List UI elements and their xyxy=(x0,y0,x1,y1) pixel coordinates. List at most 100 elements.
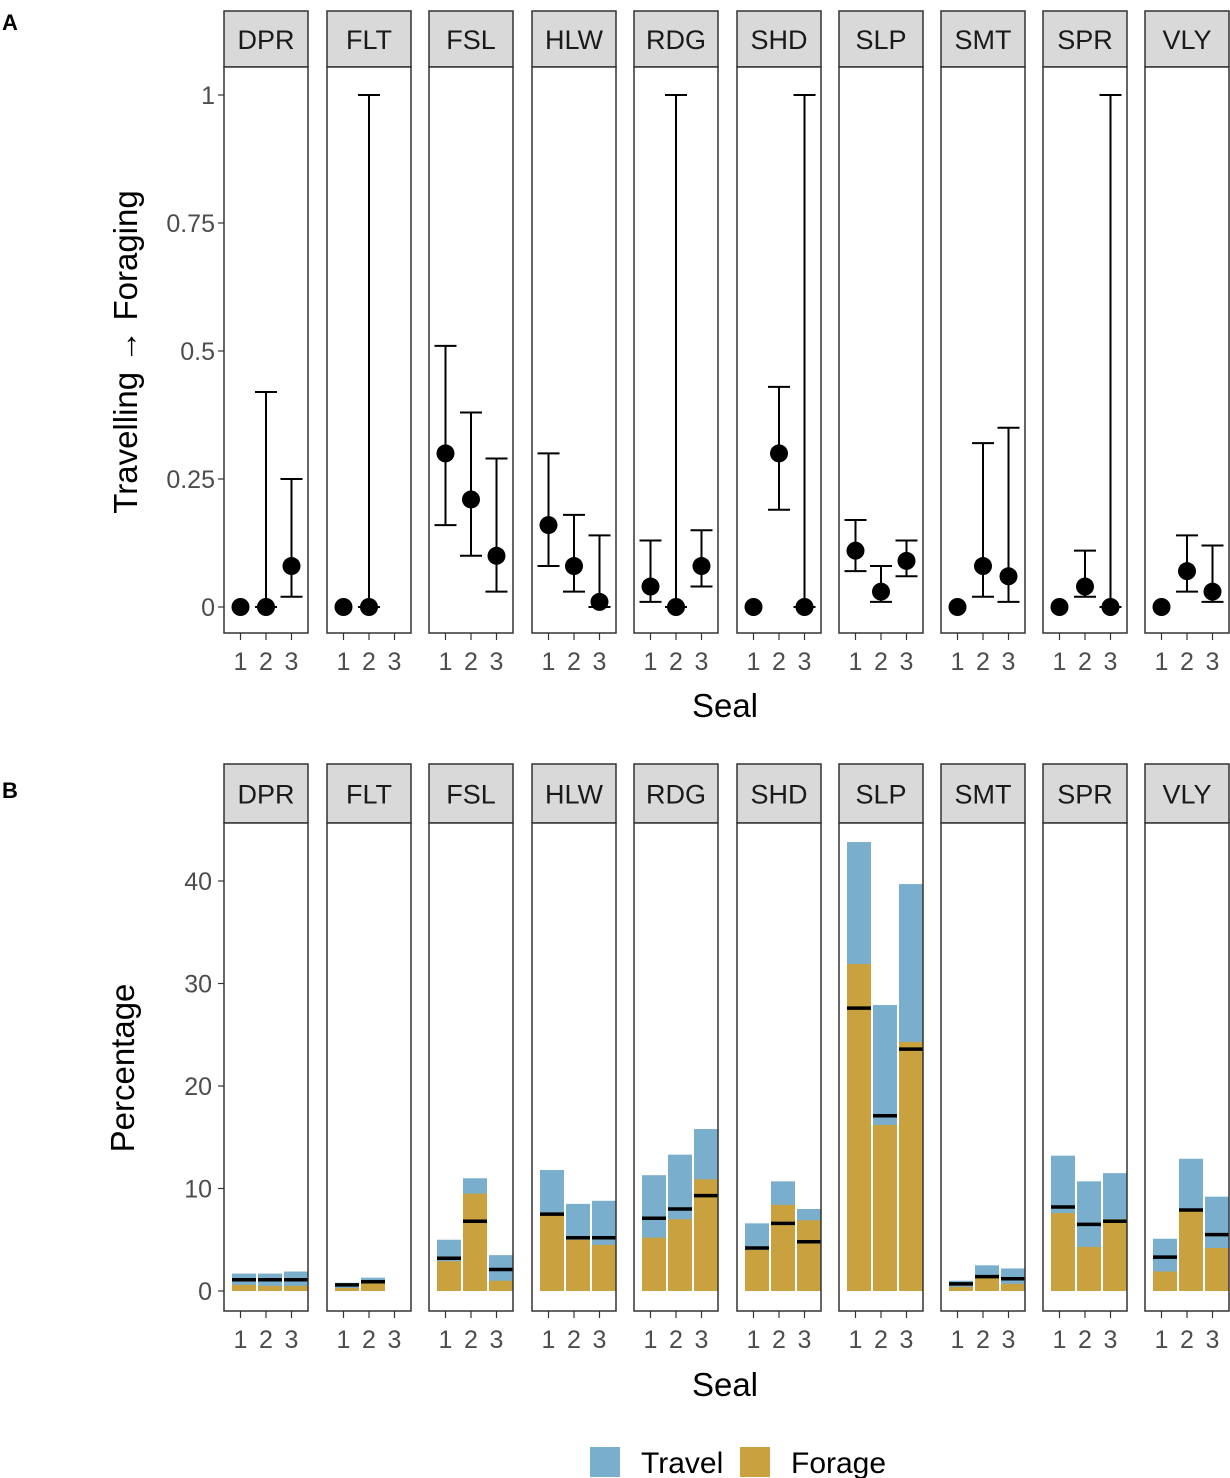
facet-hlw: HLW 1 2 3 xyxy=(531,10,617,676)
data-point xyxy=(590,592,609,611)
data-point xyxy=(1101,598,1120,616)
x-tick-label: 2 xyxy=(362,648,376,676)
facet-rdg: RDG 1 2 3 xyxy=(633,10,719,676)
x-tick-label: 2 xyxy=(259,648,273,676)
facet-vly: VLY 1 2 3 xyxy=(1144,10,1230,676)
panel-b-y-axis: 0 10 20 30 40 xyxy=(184,868,224,1306)
x-tick-label: 1 xyxy=(439,1326,453,1354)
facet-strip xyxy=(326,10,412,68)
bar-forage xyxy=(284,1285,308,1291)
x-tick-label: 1 xyxy=(542,648,556,676)
legend-swatch-travel xyxy=(590,1447,620,1477)
facet-marks xyxy=(948,426,1020,616)
bar-forage xyxy=(668,1219,692,1291)
x-tick-label: 3 xyxy=(388,1326,402,1354)
panel-b-y-axis-title: Percentage xyxy=(104,984,141,1153)
bar-forage xyxy=(949,1286,973,1291)
data-point xyxy=(897,551,916,570)
facet-strip-label: VLY xyxy=(1162,780,1211,810)
data-point xyxy=(872,582,890,601)
bar-forage xyxy=(797,1220,821,1291)
x-tick-label: 2 xyxy=(567,648,581,676)
facet-strip-label: SHD xyxy=(750,780,807,810)
bar-forage xyxy=(258,1285,282,1291)
facet-strip xyxy=(1042,10,1128,68)
facet-rdg: RDG 1 2 3 xyxy=(633,763,719,1354)
x-tick-label: 1 xyxy=(644,1326,658,1354)
data-point xyxy=(692,557,711,576)
data-point xyxy=(436,444,455,463)
x-tick-label: 2 xyxy=(772,1326,786,1354)
facet-flt: FLT 1 2 3 xyxy=(326,763,412,1354)
facet-strip-label: SHD xyxy=(750,25,807,55)
facet-plot-area xyxy=(327,823,411,1311)
x-tick-label: 3 xyxy=(1104,648,1118,676)
bar-forage xyxy=(899,1041,923,1291)
panel-a-x-axis-title: Seal xyxy=(692,687,758,724)
bar-forage xyxy=(335,1287,359,1291)
facet-strip-label: SLP xyxy=(855,25,906,55)
x-tick-label: 3 xyxy=(900,648,914,676)
bar-forage xyxy=(1001,1283,1025,1291)
x-tick-label: 3 xyxy=(593,648,607,676)
bar-forage xyxy=(771,1204,795,1291)
facet-plot-area xyxy=(1043,67,1127,633)
x-tick-label: 3 xyxy=(1002,648,1016,676)
facet-strip xyxy=(223,10,309,68)
data-point xyxy=(999,567,1018,586)
x-tick-label: 1 xyxy=(1155,648,1169,676)
facet-fsl: FSL 1 2 3 xyxy=(428,10,514,676)
bar-forage xyxy=(847,964,871,1291)
facet-dpr: DPR 1 2 3 xyxy=(223,10,309,676)
x-tick-label: 3 xyxy=(490,648,504,676)
data-point xyxy=(462,490,480,509)
facet-dpr: DPR 1 2 3 xyxy=(223,763,309,1354)
facet-plot-area xyxy=(941,823,1025,1311)
x-tick-label: 3 xyxy=(695,1326,709,1354)
panel-b-tag: B xyxy=(2,778,18,803)
panel-a-y-axis: 0 0.25 0.5 0.75 1 xyxy=(166,82,224,622)
bar-forage xyxy=(975,1275,999,1291)
facet-flt: FLT 1 2 3 xyxy=(326,10,412,676)
bar-forage xyxy=(566,1239,590,1291)
x-tick-label: 1 xyxy=(234,648,248,676)
facet-marks xyxy=(745,1181,821,1291)
data-point xyxy=(846,541,865,560)
y-tick-label: 0 xyxy=(201,594,215,622)
facet-strip xyxy=(736,763,822,824)
facet-marks xyxy=(847,842,923,1291)
bar-forage xyxy=(489,1280,513,1291)
bar-forage xyxy=(592,1244,616,1291)
data-point xyxy=(770,444,788,463)
facet-strip xyxy=(838,10,924,68)
facet-shd: SHD 1 2 3 xyxy=(736,763,822,1354)
bar-forage xyxy=(694,1179,718,1291)
facet-marks xyxy=(232,1271,308,1291)
facet-strip-label: RDG xyxy=(646,780,706,810)
x-tick-label: 1 xyxy=(439,648,453,676)
bar-forage xyxy=(1051,1213,1075,1291)
facet-strip-label: SMT xyxy=(955,780,1012,810)
facet-strip xyxy=(428,10,514,68)
bar-forage xyxy=(1153,1271,1177,1291)
x-tick-label: 2 xyxy=(669,1326,683,1354)
panel-b-x-axis-title: Seal xyxy=(692,1366,758,1403)
facet-strip xyxy=(633,10,719,68)
facet-strip-label: HLW xyxy=(545,25,604,55)
facet-strip xyxy=(326,763,412,824)
facet-strip-label: SPR xyxy=(1057,25,1113,55)
x-tick-label: 3 xyxy=(1206,648,1220,676)
facet-smt: SMT 1 2 3 xyxy=(940,763,1026,1354)
x-tick-label: 3 xyxy=(285,1326,299,1354)
facet-spr: SPR 1 2 3 xyxy=(1042,10,1128,676)
x-tick-label: 2 xyxy=(259,1326,273,1354)
x-tick-label: 3 xyxy=(388,648,402,676)
y-tick-label: 0 xyxy=(198,1278,212,1306)
